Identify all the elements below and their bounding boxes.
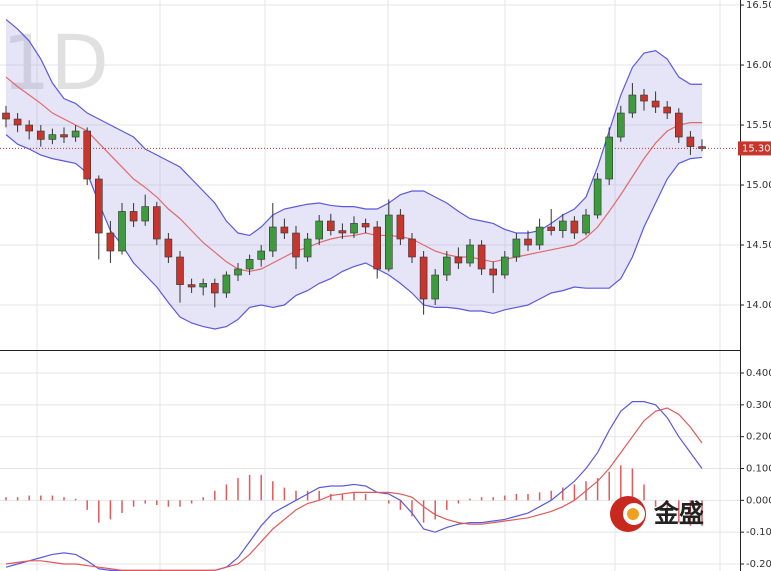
candle-body (106, 232, 115, 252)
candle-body (535, 226, 544, 246)
candle-body (234, 268, 242, 276)
y-tick-label: 0.300 (746, 400, 771, 411)
candle-body (83, 130, 91, 180)
candle-body (338, 230, 347, 234)
candle-body (384, 214, 393, 270)
candle-body (71, 130, 80, 138)
logo-icon-dot (627, 508, 639, 520)
candle-body (698, 146, 706, 149)
candle-body (489, 268, 498, 276)
candle-body (280, 226, 289, 234)
candle-body (500, 256, 509, 276)
y-tick-label: 0.400 (746, 368, 771, 379)
value-axis: 14.00 14.50 15.00 15.50 16.00 16.50 0.400 0.300… (738, 0, 771, 570)
candle-body (315, 220, 324, 240)
candle-body (153, 206, 161, 240)
y-tick-label: 14.50 (746, 240, 771, 251)
candle-body (187, 284, 196, 288)
candle-body (326, 220, 335, 231)
candle-body (524, 238, 532, 246)
candle-body (303, 238, 312, 258)
candle-body (199, 283, 207, 288)
candle-body (558, 220, 567, 231)
last-price-label: 15.305 (742, 143, 771, 154)
y-tick-label: -0.100 (746, 527, 771, 538)
candle-body (141, 206, 149, 222)
y-tick-label: 15.50 (746, 120, 771, 131)
candle-body (651, 100, 660, 108)
candle-body (477, 244, 486, 270)
candle-body (245, 259, 254, 270)
candle-body (466, 244, 474, 264)
candle-body (547, 226, 556, 231)
watermark: 1D (2, 18, 109, 107)
candle-body (373, 226, 382, 270)
y-tick-label: 0.100 (746, 464, 771, 475)
candle-body (257, 250, 266, 260)
candle-body (640, 94, 648, 102)
upper-band (5, 18, 702, 237)
candle-body (13, 118, 22, 126)
candle-body (512, 238, 521, 258)
candle-body (60, 134, 68, 138)
candle-body (222, 274, 231, 294)
y-tick-label: 16.50 (746, 0, 771, 11)
candle-body (686, 136, 695, 147)
candle-body (419, 256, 428, 300)
candle-body (129, 211, 138, 222)
candle-body (396, 214, 405, 240)
candle-body (361, 223, 370, 228)
candle-body (582, 214, 590, 234)
candle-body (36, 130, 45, 140)
macd-dea-line (5, 407, 703, 571)
candle-body (616, 112, 625, 138)
candle-body (442, 256, 451, 276)
candle-body (431, 274, 440, 300)
y-tick-label: -0.200 (746, 559, 771, 570)
candle-body (408, 238, 416, 258)
y-tick-label: 0.000 (746, 495, 771, 506)
candle-body (350, 223, 358, 234)
candle-body (25, 124, 34, 132)
candle-body (2, 112, 10, 120)
candle-body (454, 256, 463, 264)
candle-body (593, 178, 602, 216)
candle-body (95, 178, 103, 234)
candle-body (164, 238, 173, 258)
candle-body (570, 220, 579, 234)
y-tick-label: 15.00 (746, 180, 771, 191)
logo-text: 金盛 (653, 499, 704, 528)
candle-body (605, 136, 614, 180)
y-tick-label: 16.00 (746, 60, 771, 71)
candle-body (268, 226, 277, 252)
candle-body (628, 94, 637, 114)
last-price-box (738, 141, 771, 156)
horizontal-grid (0, 4, 740, 565)
candle-body (211, 283, 219, 294)
logo: 金盛 (610, 496, 704, 532)
y-tick-label: 0.200 (746, 432, 771, 443)
candle-body (674, 112, 683, 138)
candle-body (118, 211, 126, 252)
y-tick-label: 14.00 (746, 300, 771, 311)
candle-body (292, 232, 300, 258)
plot (0, 18, 740, 571)
candle-body (176, 256, 184, 285)
candle-body (663, 106, 672, 114)
vertical-grid (36, 0, 721, 571)
candle-body (48, 134, 57, 140)
